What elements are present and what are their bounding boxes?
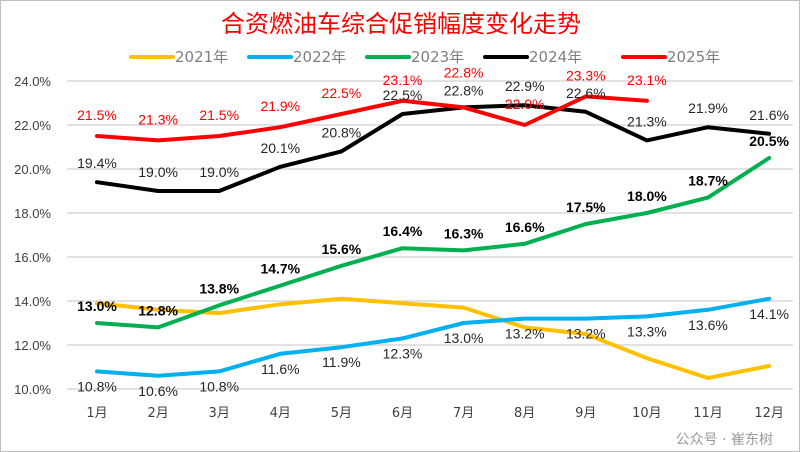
legend-label: 2022年 <box>293 48 346 66</box>
data-label: 22.5% <box>322 85 362 101</box>
data-label: 16.3% <box>444 225 484 241</box>
data-label: 20.5% <box>749 133 789 149</box>
y-tick-label: 16.0% <box>14 250 51 265</box>
data-label: 20.8% <box>322 124 362 140</box>
data-label: 14.1% <box>749 306 789 322</box>
data-label: 15.6% <box>322 241 362 257</box>
y-tick-label: 10.0% <box>14 382 51 397</box>
x-tick-label: 11月 <box>693 406 723 421</box>
x-tick-label: 12月 <box>754 406 784 421</box>
data-label: 19.0% <box>199 164 239 180</box>
data-label: 10.6% <box>138 383 178 399</box>
data-label: 10.8% <box>199 378 239 394</box>
data-label: 13.3% <box>627 323 667 339</box>
legend-label: 2021年 <box>175 48 228 66</box>
data-label: 20.1% <box>260 140 300 156</box>
data-label: 23.1% <box>627 72 667 88</box>
x-tick-label: 9月 <box>575 406 596 421</box>
data-label: 22.9% <box>505 78 545 94</box>
y-tick-label: 22.0% <box>14 118 51 133</box>
y-tick-label: 18.0% <box>14 206 51 221</box>
data-label: 19.0% <box>138 164 178 180</box>
data-label: 22.6% <box>566 85 606 101</box>
data-label: 13.8% <box>199 280 239 296</box>
data-label: 22.8% <box>444 82 484 98</box>
data-label: 21.5% <box>199 107 239 123</box>
watermark: 公众号 · 崔东树 <box>675 432 773 448</box>
data-label: 22.8% <box>444 64 484 80</box>
x-tick-label: 4月 <box>270 406 291 421</box>
chart-title: 合资燃油车综合促销幅度变化走势 <box>221 10 581 38</box>
data-label: 16.4% <box>383 223 423 239</box>
data-label: 11.9% <box>322 354 361 370</box>
y-tick-label: 12.0% <box>14 338 51 353</box>
legend-label: 2025年 <box>667 48 720 66</box>
y-tick-label: 14.0% <box>14 294 51 309</box>
data-label: 21.9% <box>688 100 728 116</box>
data-label: 22.0% <box>505 96 545 112</box>
data-label: 13.2% <box>566 326 606 342</box>
data-label: 13.6% <box>688 317 728 333</box>
x-tick-label: 7月 <box>453 406 474 421</box>
data-label: 16.6% <box>505 219 545 235</box>
series-line-2024年 <box>95 103 772 193</box>
x-tick-label: 3月 <box>209 406 230 421</box>
data-label: 13.2% <box>505 326 545 342</box>
data-label: 19.4% <box>77 155 117 171</box>
data-label: 10.8% <box>77 378 117 394</box>
series-line-2021年 <box>95 296 772 380</box>
data-label: 23.1% <box>383 72 423 88</box>
y-tick-label: 20.0% <box>14 162 51 177</box>
data-label: 21.3% <box>627 113 667 129</box>
data-label: 21.5% <box>77 107 117 123</box>
data-label: 21.9% <box>260 98 300 114</box>
data-label: 17.5% <box>566 199 606 215</box>
legend-label: 2024年 <box>529 48 582 66</box>
series-line-2025年 <box>95 94 649 143</box>
x-tick-label: 8月 <box>514 406 535 421</box>
data-label: 14.7% <box>260 261 300 277</box>
x-tick-label: 10月 <box>632 406 662 421</box>
series-line-2023年 <box>95 156 772 330</box>
data-label: 22.5% <box>383 87 423 103</box>
data-label: 11.6% <box>261 361 300 377</box>
data-label: 21.6% <box>749 107 789 123</box>
data-label: 13.0% <box>444 330 484 346</box>
data-label: 23.3% <box>566 67 606 83</box>
y-tick-label: 24.0% <box>14 74 51 89</box>
data-label: 12.3% <box>383 345 423 361</box>
x-tick-label: 6月 <box>392 406 413 421</box>
series-line-2022年 <box>95 296 772 378</box>
data-label: 21.3% <box>138 111 178 127</box>
data-label: 18.7% <box>688 173 728 189</box>
data-label: 13.0% <box>77 298 117 314</box>
x-tick-label: 5月 <box>331 406 352 421</box>
x-tick-label: 1月 <box>86 406 107 421</box>
legend-label: 2023年 <box>411 48 464 66</box>
x-tick-label: 2月 <box>147 406 168 421</box>
data-label: 18.0% <box>627 188 667 204</box>
data-label: 12.8% <box>138 302 178 318</box>
